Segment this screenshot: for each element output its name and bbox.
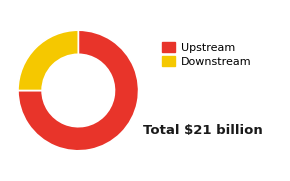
Wedge shape	[18, 30, 78, 90]
Legend: Upstream, Downstream: Upstream, Downstream	[162, 42, 252, 67]
Wedge shape	[18, 30, 139, 151]
Text: Total $21 billion: Total $21 billion	[143, 124, 263, 137]
